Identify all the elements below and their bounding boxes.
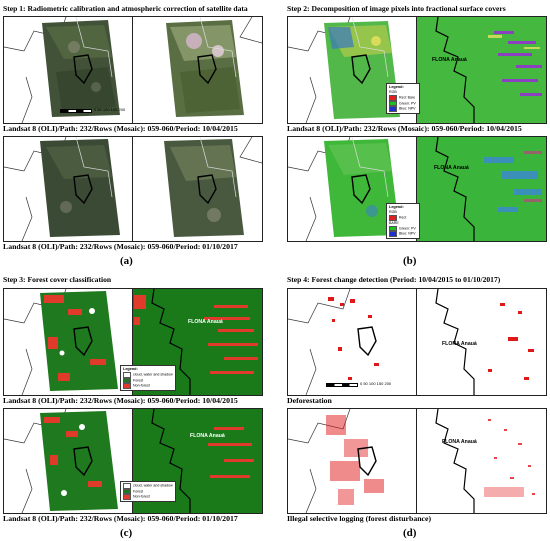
legend-b-bottom: Legend: RGB Red: BARE Green: PV Blue: NP… (386, 203, 420, 240)
fraction-zoom-2017 (416, 137, 546, 241)
scale-ticks-d: 0 50 100 150 200 (360, 381, 392, 386)
legend-b-top: Legend: RGB Red: Bare Green: PV Blue: NP… (386, 83, 420, 115)
deforestation-zoom (435, 289, 534, 395)
fraction-image-2015-left (324, 21, 400, 119)
flona-label-b-bottom: FLONA Anauá (434, 165, 469, 171)
panel-label-a: (a) (120, 255, 133, 267)
satellite-image-2017-right (164, 139, 244, 237)
panel-a-bottom (3, 136, 263, 242)
flona-label-b-top: FLONA Anauá (432, 57, 467, 63)
flona-label-c-top: FLONA Anauá (188, 319, 223, 325)
panel-label-c: (c) (120, 527, 133, 539)
caption-a-bottom: Landsat 8 (OLI)/Path: 232/Rows (Mosaic):… (3, 242, 238, 251)
panel-d-bottom: FLONA Anauá (287, 408, 547, 514)
flona-label-d-top: FLONA Anauá (442, 341, 477, 347)
step-2-title: Step 2: Decomposition of image pixels in… (287, 4, 506, 13)
deforestation-points-left (328, 297, 379, 380)
logging-zoom (435, 409, 535, 513)
caption-d-bottom: Illegal selective logging (forest distur… (287, 514, 432, 523)
fraction-zoom-2015 (416, 17, 546, 123)
panel-label-b: (b) (403, 255, 417, 267)
flona-label-d-bottom: FLONA Anauá (442, 439, 477, 445)
caption-c-top: Landsat 8 (OLI)/Path: 232/Rows (Mosaic):… (3, 396, 238, 405)
classification-2017-left (40, 411, 118, 511)
satellite-image-2017-left (40, 139, 120, 237)
caption-b-top: Landsat 8 (OLI)/Path: 232/Rows (Mosaic):… (287, 124, 522, 133)
caption-c-bottom: Landsat 8 (OLI)/Path: 232/Rows (Mosaic):… (3, 514, 238, 523)
flona-label-c-bottom: FLONA Anauá (190, 433, 225, 439)
panel-b-top: FLONA Anauá Legend: RGB Red: Bare Green:… (287, 16, 547, 124)
panel-label-d: (d) (403, 527, 417, 539)
caption-a-top: Landsat 8 (OLI)/Path: 232/Rows (Mosaic):… (3, 124, 238, 133)
panel-d-top: FLONA Anauá 0 50 100 150 200 (287, 288, 547, 396)
step-4-title: Step 4: Forest change detection (Period:… (287, 275, 501, 284)
panel-c-top: FLONA Anauá Legend: cloud, water and sha… (3, 288, 263, 396)
legend-c-bottom: cloud, water and shadow Forest Non-fores… (120, 481, 176, 503)
panel-a-top: 0 50 100 150 200 (3, 16, 263, 124)
legend-c-top: Legend: cloud, water and shadow Forest N… (120, 365, 176, 392)
satellite-image-2015-left (42, 20, 120, 117)
caption-d-top: Deforestation (287, 396, 332, 405)
classification-2015-left (40, 291, 118, 391)
fraction-image-2017-left (324, 139, 400, 237)
panel-b-bottom: FLONA Anauá Legend: RGB Red: BARE Green:… (287, 136, 547, 242)
step-3-title: Step 3: Forest cover classification (3, 275, 112, 284)
logging-points-left (326, 415, 384, 505)
scale-ticks-a: 0 50 100 150 200 (94, 107, 126, 112)
panel-c-bottom: FLONA Anauá cloud, water and shadow Fore… (3, 408, 263, 514)
step-1-title: Step 1: Radiometric calibration and atmo… (3, 4, 248, 13)
